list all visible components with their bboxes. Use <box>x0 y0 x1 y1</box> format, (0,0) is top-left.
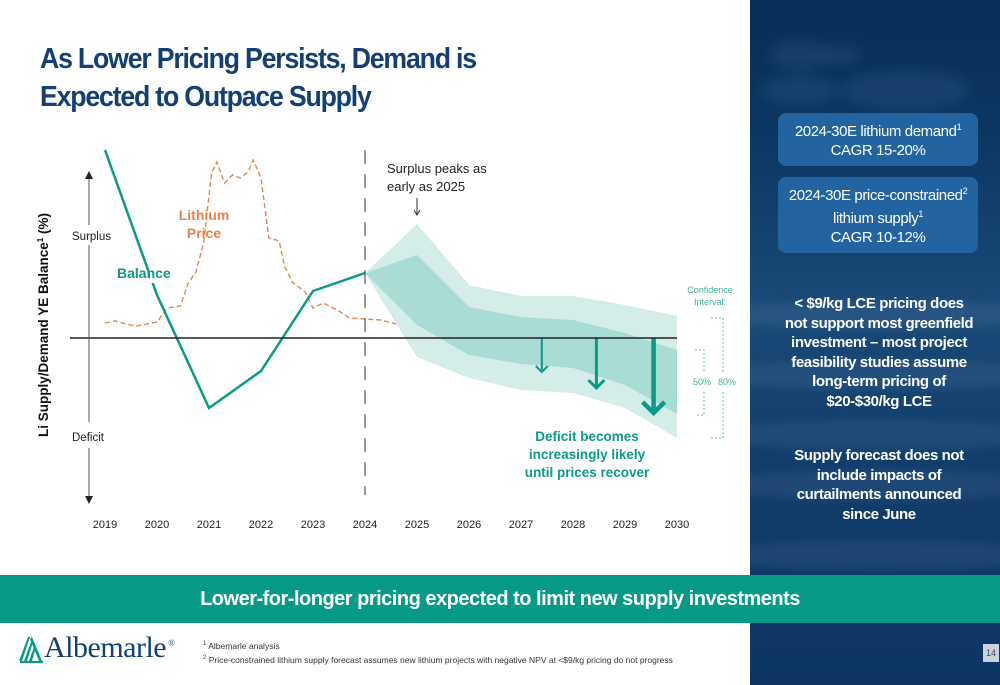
deficit-arrow-head <box>641 400 667 417</box>
key-takeaway-banner: Lower-for-longer pricing expected to lim… <box>0 575 1000 623</box>
kpi2-line2: lithium supply <box>833 210 919 227</box>
deficit-annotation: Deficit becomes <box>535 429 639 444</box>
surplus-label: Surplus <box>72 231 111 243</box>
x-tick-label: 2026 <box>457 519 481 531</box>
supply-forecast-note: Supply forecast does not include impacts… <box>768 446 990 524</box>
x-tick-label: 2022 <box>249 519 273 531</box>
confidence-interval-title: Confidence <box>687 285 733 295</box>
x-tick-label: 2020 <box>145 519 169 531</box>
y-axis-title: Li Supply/Demand YE Balance1 (%) <box>36 213 51 437</box>
x-tick-label: 2027 <box>509 519 533 531</box>
x-tick-label: 2019 <box>93 519 117 531</box>
title-line-2: Expected to Outpace Supply <box>40 81 372 113</box>
ci-80-label: 80% <box>718 377 736 387</box>
kpi1-line1: 2024-30E lithium demand <box>794 123 957 140</box>
surplus-peak-annotation: Surplus peaks as <box>387 161 487 176</box>
pricing-note-line: not support most greenfield <box>784 314 974 332</box>
supply-note-line: include impacts of <box>816 466 942 484</box>
footnote-1: 1 Albemarle analysis <box>203 640 280 651</box>
price-series-label: Lithium <box>179 207 230 223</box>
x-tick-label: 2021 <box>197 519 221 531</box>
pricing-note-line: $20-$30/kg LCE <box>826 392 932 410</box>
registered-mark: ® <box>168 638 175 648</box>
x-tick-label: 2029 <box>613 519 637 531</box>
supply-note-line: curtailments announced <box>796 486 962 503</box>
deficit-annotation: increasingly likely <box>529 447 646 462</box>
deficit-arrow-head <box>587 378 606 391</box>
x-tick-label: 2025 <box>405 519 429 531</box>
balance-line <box>103 149 366 410</box>
pricing-note: < $9/kg LCE pricing does not support mos… <box>768 294 990 411</box>
supply-note-line: since June <box>842 505 916 523</box>
deficit-annotation: until prices recover <box>525 465 650 480</box>
kpi2-footnote-ref-2: 1 <box>918 209 923 219</box>
pricing-note-line: feasibility studies assume <box>791 353 967 371</box>
lithium-price-line <box>104 158 397 327</box>
title-line-1: As Lower Pricing Persists, Demand is <box>40 43 477 75</box>
ci-50-label: 50% <box>693 377 711 387</box>
ci-50-bracket-top <box>695 349 705 372</box>
logo-wordmark: Albemarle <box>44 631 167 664</box>
pricing-note-line: long-term pricing of <box>812 373 946 390</box>
confidence-interval-title: Interval: <box>694 297 726 307</box>
page-number: 14 <box>983 644 999 662</box>
confidence-band-50pct <box>365 255 677 414</box>
x-tick-label: 2023 <box>301 519 325 531</box>
deficit-arrow-head <box>535 365 549 374</box>
kpi2-line1: 2024-30E price-constrained <box>788 187 963 204</box>
kpi2-line3: CAGR 10-12% <box>830 229 926 246</box>
kpi-supply-cagr: 2024-30E price-constrained2 lithium supp… <box>778 177 978 253</box>
kpi2-footnote-ref-1: 2 <box>962 186 968 196</box>
x-tick-label: 2030 <box>665 519 689 531</box>
balance-chart: 2019 2020 2021 2022 2023 2024 2025 2026 2027 2028… <box>36 149 736 531</box>
price-series-label: Price <box>187 225 221 241</box>
footnotes: 1 Albemarle analysis 2 Price-constrained… <box>203 638 673 666</box>
kpi-demand-cagr: 2024-30E lithium demand1 CAGR 15-20% <box>778 113 978 166</box>
surplus-peak-pointer-head <box>413 209 421 216</box>
surplus-peak-annotation: early as 2025 <box>387 179 465 194</box>
ci-50-bracket-bottom <box>695 392 705 416</box>
ci-80-bracket-bottom <box>711 392 724 439</box>
albemarle-logo: Albemarle ® <box>18 631 175 664</box>
albemarle-logo-icon <box>19 637 43 663</box>
page-title: As Lower Pricing Persists, Demand is Exp… <box>40 40 518 116</box>
balance-series-label: Balance <box>117 265 171 281</box>
kpi1-footnote-ref: 1 <box>956 122 962 132</box>
ci-80-bracket-top <box>711 317 724 372</box>
footnote-2: 2 Price-constrained lithium supply forec… <box>203 654 673 665</box>
deficit-label: Deficit <box>72 432 105 444</box>
balance-label-gap <box>150 259 164 283</box>
pricing-note-line: < $9/kg LCE pricing does <box>794 295 964 312</box>
x-tick-label: 2024 <box>353 519 377 531</box>
x-tick-label: 2028 <box>561 519 585 531</box>
kpi1-line2: CAGR 15-20% <box>830 142 926 159</box>
supply-note-line: Supply forecast does not <box>794 447 964 464</box>
pricing-note-line: investment – most project <box>791 334 967 351</box>
